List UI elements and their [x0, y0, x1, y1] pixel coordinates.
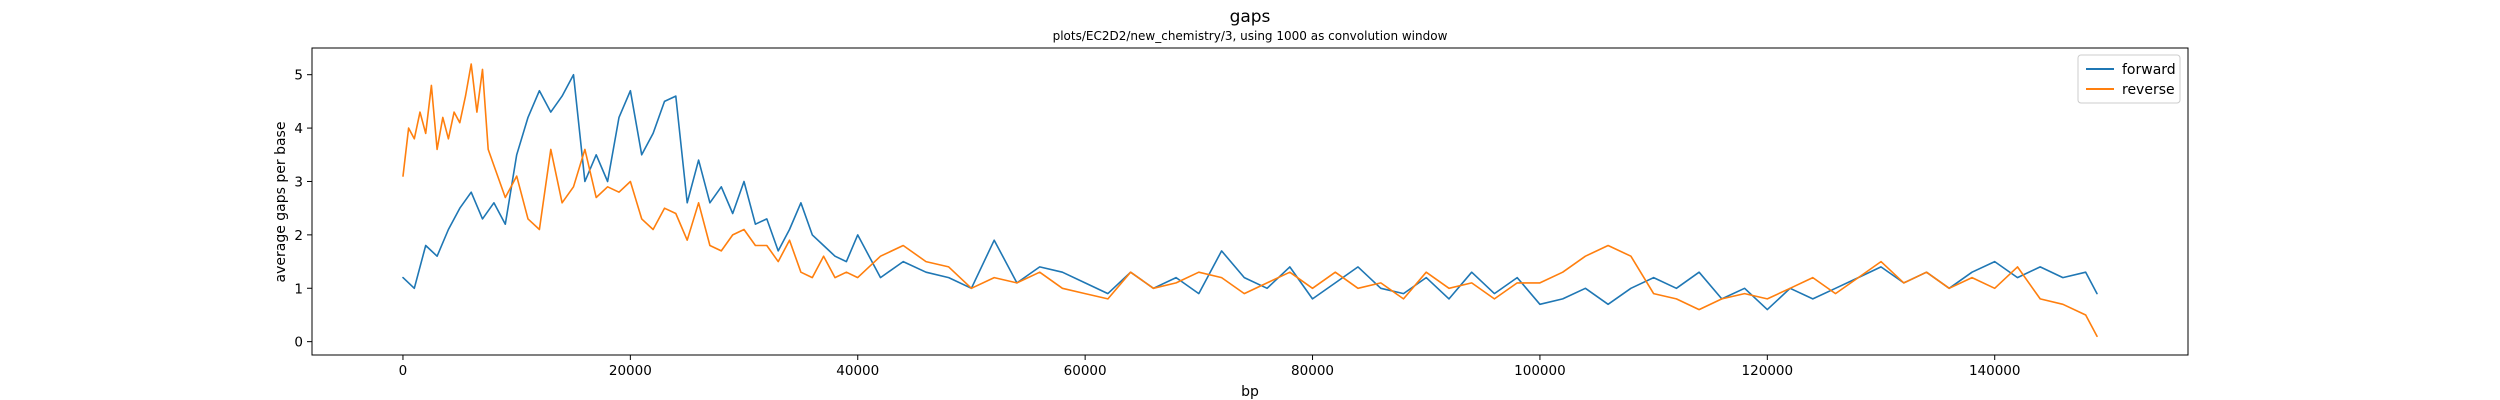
x-tick-label: 140000: [1969, 363, 2021, 379]
x-tick-label: 100000: [1514, 363, 1566, 379]
y-tick-label: 3: [294, 174, 303, 190]
y-tick-label: 4: [294, 121, 303, 137]
chart-title: gaps: [1230, 7, 1271, 27]
x-tick-label: 120000: [1742, 363, 1794, 379]
x-tick-label: 40000: [836, 363, 879, 379]
legend-label-forward: forward: [2122, 62, 2176, 78]
y-axis-label: average gaps per base: [273, 122, 289, 283]
legend: forward reverse: [2077, 54, 2181, 104]
x-axis-label: bp: [1241, 384, 1259, 400]
y-tick-label: 2: [294, 228, 303, 244]
y-tick-label: 1: [294, 281, 303, 297]
x-axis: 0 20000 40000 60000 80000 100000 120000 140000: [399, 355, 2021, 379]
legend-box: [2077, 54, 2181, 104]
series-lines: [402, 63, 2098, 338]
y-tick-label: 5: [294, 68, 303, 84]
x-tick-label: 20000: [609, 363, 652, 379]
chart-subtitle: plots/EC2D2/new_chemistry/3, using 1000 …: [1053, 29, 1448, 43]
x-tick-label: 0: [399, 363, 408, 379]
y-tick-label: 0: [294, 335, 303, 351]
x-tick-label: 80000: [1291, 363, 1334, 379]
series-line-forward: [402, 73, 2098, 311]
plot-area-frame: [311, 47, 2189, 356]
y-axis: 0 1 2 3 4 5: [294, 68, 312, 351]
x-tick-label: 60000: [1064, 363, 1107, 379]
series-line-reverse: [402, 63, 2098, 338]
legend-label-reverse: reverse: [2122, 82, 2175, 98]
